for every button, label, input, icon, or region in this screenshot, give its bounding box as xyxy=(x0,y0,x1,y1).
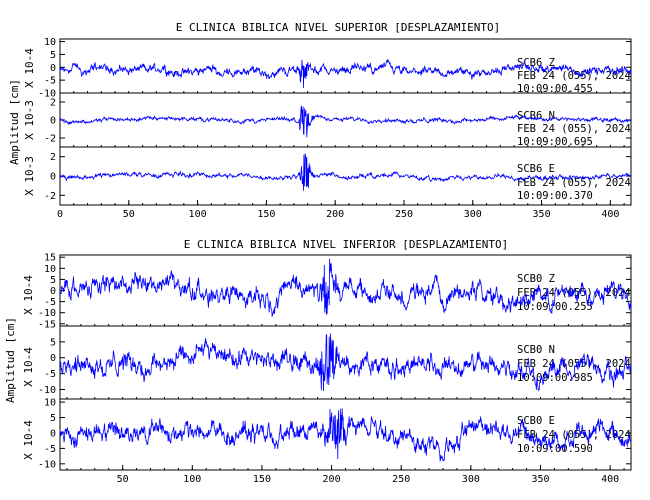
y-tick-label: 10 xyxy=(44,264,56,275)
y-tick-label: 0 xyxy=(50,63,56,74)
x-tick-label: 400 xyxy=(601,209,619,220)
waveform-line xyxy=(59,153,632,191)
y-tick-label: -10 xyxy=(38,385,56,396)
trace-scale-label: X 10-3 xyxy=(23,100,36,140)
x-tick-label: 200 xyxy=(326,209,344,220)
y-axis-label: Amplitud [cm] xyxy=(4,317,17,403)
y-tick-label: 0 xyxy=(50,353,56,364)
trace-scale-label: X 10-3 xyxy=(23,156,36,196)
x-tick-label: 350 xyxy=(531,474,549,485)
y-tick-label: 2 xyxy=(50,98,56,109)
date-label: FEB 24 (055), 2024 xyxy=(517,177,631,189)
x-tick-label: 200 xyxy=(323,474,341,485)
x-tick-label: 50 xyxy=(117,474,129,485)
trace-scale-label: X 10-4 xyxy=(22,420,35,460)
x-tick-label: 150 xyxy=(253,474,271,485)
date-label: FEB 24 (055), 2024 xyxy=(517,123,631,135)
trace-scb0-e: X 10-4 SCB0 E FEB 24 (055), 2024 10:09:0… xyxy=(22,398,632,470)
time-label: 10:09:00.695 xyxy=(517,136,593,148)
trace-scb6-z: X 10-4 SCB6 Z FEB 24 (055), 2024 10:09:0… xyxy=(23,37,632,100)
y-tick-label: 5 xyxy=(50,50,56,61)
y-tick-label: 5 xyxy=(50,413,56,424)
y-tick-label: -5 xyxy=(44,444,56,455)
plot-frame: 0 50 100 150 200 250 300 350 400 xyxy=(57,38,632,220)
time-label: 10:09:00.255 xyxy=(517,301,593,313)
y-tick-label: 0 xyxy=(50,172,56,183)
trace-scb6-n: X 10-3 SCB6 N FEB 24 (055), 2024 10:09:0… xyxy=(23,98,632,148)
time-label: 10:09:00.370 xyxy=(517,190,593,202)
time-label: 10:09:00.590 xyxy=(517,443,593,455)
y-tick-label: -2 xyxy=(44,134,56,145)
waveform-line xyxy=(59,105,632,138)
trace-scale-label: X 10-4 xyxy=(22,275,35,315)
y-tick-label: 0 xyxy=(50,116,56,127)
y-tick-label: 5 xyxy=(50,275,56,286)
y-tick-label: 0 xyxy=(50,428,56,439)
y-tick-label: -15 xyxy=(38,319,56,330)
y-tick-label: -10 xyxy=(38,308,56,319)
panel-lower: E CLINICA BIBLICA NIVEL INFERIOR [DESPLA… xyxy=(4,238,632,485)
x-tick-label: 250 xyxy=(395,209,413,220)
station-label: SCB0 Z xyxy=(517,273,555,285)
y-tick-label: -5 xyxy=(44,297,56,308)
y-tick-label: -2 xyxy=(44,191,56,202)
y-tick-label: 2 xyxy=(50,152,56,163)
x-tick-label: 300 xyxy=(462,474,480,485)
y-tick-label: -10 xyxy=(38,459,56,470)
x-tick-label: 400 xyxy=(601,474,619,485)
trace-scale-label: X 10-4 xyxy=(22,347,35,387)
y-tick-label: -10 xyxy=(38,89,56,100)
y-tick-label: 10 xyxy=(44,398,56,409)
y-tick-label: -5 xyxy=(44,369,56,380)
trace-scale-label: X 10-4 xyxy=(23,48,36,88)
station-label: SCB0 N xyxy=(517,344,555,356)
trace-scb0-n: X 10-4 SCB0 N FEB 24 (055), 2024 10:09:0… xyxy=(22,333,632,396)
x-tick-label: 250 xyxy=(392,474,410,485)
waveform-line xyxy=(59,58,632,89)
date-label: FEB 24 (055), 2024 xyxy=(517,358,631,370)
y-tick-label: -5 xyxy=(44,76,56,87)
panel-title: E CLINICA BIBLICA NIVEL INFERIOR [DESPLA… xyxy=(184,238,509,251)
x-tick-label: 50 xyxy=(123,209,135,220)
x-tick-label: 350 xyxy=(533,209,551,220)
y-tick-label: 0 xyxy=(50,286,56,297)
y-tick-label: 10 xyxy=(44,37,56,48)
x-tick-label: 150 xyxy=(257,209,275,220)
x-tick-label: 100 xyxy=(189,209,207,220)
panel-upper: E CLINICA BIBLICA NIVEL SUPERIOR [DESPLA… xyxy=(8,21,632,220)
y-axis-label: Amplitud [cm] xyxy=(8,79,21,165)
panel-title: E CLINICA BIBLICA NIVEL SUPERIOR [DESPLA… xyxy=(176,21,501,34)
x-tick-label: 0 xyxy=(57,209,63,220)
station-label: SCB6 Z xyxy=(517,57,555,69)
station-label: SCB6 E xyxy=(517,163,555,175)
plot-border xyxy=(59,38,632,206)
waveform-line xyxy=(59,333,632,392)
y-tick-label: 5 xyxy=(50,337,56,348)
station-label: SCB0 E xyxy=(517,415,555,427)
trace-scb6-e: X 10-3 SCB6 E FEB 24 (055), 2024 10:09:0… xyxy=(23,152,632,202)
x-tick-label: 100 xyxy=(183,474,201,485)
date-label: FEB 24 (055), 2024 xyxy=(517,70,631,82)
waveform-line xyxy=(59,408,632,462)
time-label: 10:09:00.455 xyxy=(517,83,593,95)
x-tick-label: 300 xyxy=(464,209,482,220)
y-tick-label: 15 xyxy=(44,253,56,264)
trace-scb0-z: X 10-4 SCB0 Z FEB 24 (055), 2024 10:09:0… xyxy=(22,253,632,330)
waveform-line xyxy=(59,258,632,318)
